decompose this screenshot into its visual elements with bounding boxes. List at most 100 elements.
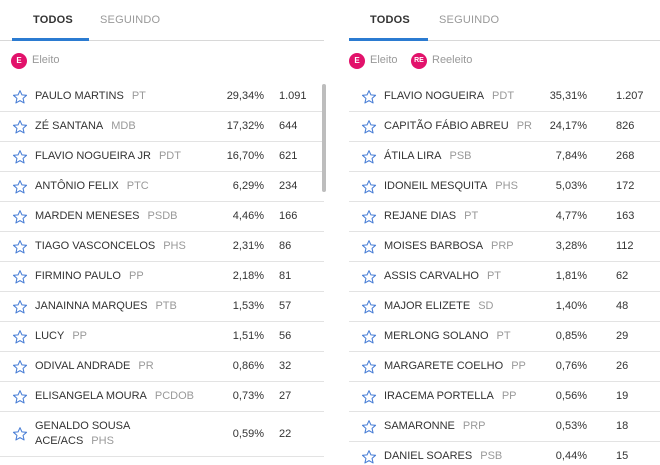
candidate-row: MAJOR ELIZETE SD 1,40% 48	[349, 292, 660, 322]
candidate-name: GENALDO SOUSA	[35, 420, 130, 432]
candidate-party: PT	[496, 330, 511, 342]
vote-percentage: 0,59%	[232, 428, 264, 440]
tab-todos[interactable]: TODOS	[370, 14, 410, 26]
scrollbar-thumb[interactable]	[322, 84, 326, 192]
star-icon[interactable]	[12, 426, 28, 442]
star-icon[interactable]	[12, 179, 28, 195]
candidate-name: CAPITÃO FÁBIO ABREU PR	[384, 120, 532, 132]
star-icon[interactable]	[361, 209, 377, 225]
star-icon[interactable]	[361, 269, 377, 285]
candidate-party: SD	[478, 300, 494, 312]
candidate-party: PHS	[91, 435, 114, 447]
vote-percentage: 35,31%	[549, 90, 587, 102]
star-icon[interactable]	[361, 419, 377, 435]
vote-percentage: 4,77%	[555, 210, 587, 222]
candidate-name-text: PAULO MARTINS	[35, 90, 124, 102]
tab-seguindo[interactable]: SEGUINDO	[439, 14, 500, 26]
elected-badge-icon: E	[11, 53, 27, 69]
tab-todos[interactable]: TODOS	[33, 14, 73, 26]
candidate-name-text: TIAGO VASCONCELOS	[35, 240, 156, 252]
candidate-name-text: FLAVIO NOGUEIRA	[384, 90, 485, 102]
elected-label: Eleito	[32, 54, 60, 66]
candidate-row: MARDEN MENESES PSDB 4,46% 166	[0, 202, 324, 232]
candidate-name-text: MARDEN MENESES	[35, 210, 140, 222]
candidate-row: IRACEMA PORTELLA PP 0,56% 19	[349, 382, 660, 412]
vote-percentage: 1,51%	[232, 330, 264, 342]
tab-bar: TODOS SEGUINDO	[0, 0, 324, 41]
legend: E Eleito	[0, 41, 324, 81]
vote-count: 621	[279, 150, 298, 162]
vote-percentage: 16,70%	[226, 150, 264, 162]
candidate-row: REJANE DIAS PT 4,77% 163	[349, 202, 660, 232]
candidate-row: FLAVIO NOGUEIRA PDT 35,31% 1.207	[349, 82, 660, 112]
candidate-name-line2: ACE/ACS PHS	[35, 435, 114, 447]
star-icon[interactable]	[361, 149, 377, 165]
star-icon[interactable]	[12, 209, 28, 225]
star-icon[interactable]	[361, 449, 377, 465]
candidate-name: IRACEMA PORTELLA PP	[384, 390, 517, 402]
candidate-row: TIAGO VASCONCELOS PHS 2,31% 86	[0, 232, 324, 262]
vote-percentage: 17,32%	[226, 120, 264, 132]
vote-percentage: 2,31%	[232, 240, 264, 252]
star-icon[interactable]	[361, 389, 377, 405]
candidate-name: MERLONG SOLANO PT	[384, 330, 511, 342]
star-icon[interactable]	[12, 329, 28, 345]
candidate-name-text: IDONEIL MESQUITA	[384, 180, 488, 192]
vote-percentage: 6,29%	[232, 180, 264, 192]
candidate-party: PP	[511, 360, 526, 372]
star-icon[interactable]	[361, 299, 377, 315]
star-icon[interactable]	[12, 359, 28, 375]
candidate-party: PT	[464, 210, 479, 222]
star-icon[interactable]	[361, 359, 377, 375]
candidate-name: TIAGO VASCONCELOS PHS	[35, 240, 186, 252]
candidate-party: PCdoB	[154, 390, 194, 402]
candidate-list[interactable]: PAULO MARTINS PT 29,34% 1.091 ZÉ SANTANA MDB 1…	[0, 82, 324, 465]
star-icon[interactable]	[361, 329, 377, 345]
candidate-party: PTC	[126, 180, 149, 192]
vote-percentage: 0,86%	[232, 360, 264, 372]
candidate-name-text: SAMARONNE	[384, 420, 455, 432]
vote-percentage: 2,18%	[232, 270, 264, 282]
candidate-row: GENALDO SOUSA ACE/ACS PHS 0,59% 22	[0, 412, 324, 457]
candidate-party: PSDB	[147, 210, 178, 222]
vote-count: 268	[616, 150, 635, 162]
star-icon[interactable]	[12, 119, 28, 135]
candidate-name: FIRMINO PAULO PP	[35, 270, 144, 282]
star-icon[interactable]	[361, 239, 377, 255]
star-icon[interactable]	[12, 149, 28, 165]
candidate-party: MDB	[111, 120, 136, 132]
candidate-list[interactable]: FLAVIO NOGUEIRA PDT 35,31% 1.207 CAPITÃO FÁB…	[349, 82, 660, 465]
candidate-name: ELISANGELA MOURA PCdoB	[35, 390, 194, 402]
vote-percentage: 24,17%	[549, 120, 587, 132]
candidate-row: ELISANGELA MOURA PCdoB 0,73% 27	[0, 382, 324, 412]
candidate-name: MARGARETE COELHO PP	[384, 360, 526, 372]
star-icon[interactable]	[12, 89, 28, 105]
vote-count: 234	[279, 180, 298, 192]
star-icon[interactable]	[12, 389, 28, 405]
vote-percentage: 0,73%	[232, 390, 264, 402]
candidate-name: ASSIS CARVALHO PT	[384, 270, 501, 282]
vote-percentage: 0,56%	[555, 390, 587, 402]
tab-seguindo[interactable]: SEGUINDO	[100, 14, 161, 26]
star-icon[interactable]	[12, 299, 28, 315]
star-icon[interactable]	[361, 89, 377, 105]
candidate-party: PHS	[163, 240, 186, 252]
candidate-name: ZÉ SANTANA MDB	[35, 120, 136, 132]
candidate-name-text: ZÉ SANTANA	[35, 120, 104, 132]
star-icon[interactable]	[361, 179, 377, 195]
candidate-name-text: IRACEMA PORTELLA	[384, 390, 494, 402]
candidate-row: TERESA BRITTOPV0,48%18	[0, 457, 324, 465]
star-icon[interactable]	[12, 239, 28, 255]
star-icon[interactable]	[12, 269, 28, 285]
left-results-panel: TODOS SEGUINDO E Eleito PAULO MARTINS PT 2…	[0, 0, 326, 465]
candidate-name: MOISES BARBOSA PRP	[384, 240, 514, 252]
candidate-name: LUCY PP	[35, 330, 87, 342]
candidate-name: MAJOR ELIZETE SD	[384, 300, 493, 312]
candidate-name-text: ANTÔNIO FELIX	[35, 180, 119, 192]
candidate-row: CAPITÃO FÁBIO ABREU PR 24,17% 826	[349, 112, 660, 142]
candidate-party: PSB	[480, 450, 503, 462]
star-icon[interactable]	[361, 119, 377, 135]
vote-percentage: 1,40%	[555, 300, 587, 312]
candidate-row: PAULO MARTINS PT 29,34% 1.091	[0, 82, 324, 112]
vote-count: 27	[279, 390, 292, 402]
